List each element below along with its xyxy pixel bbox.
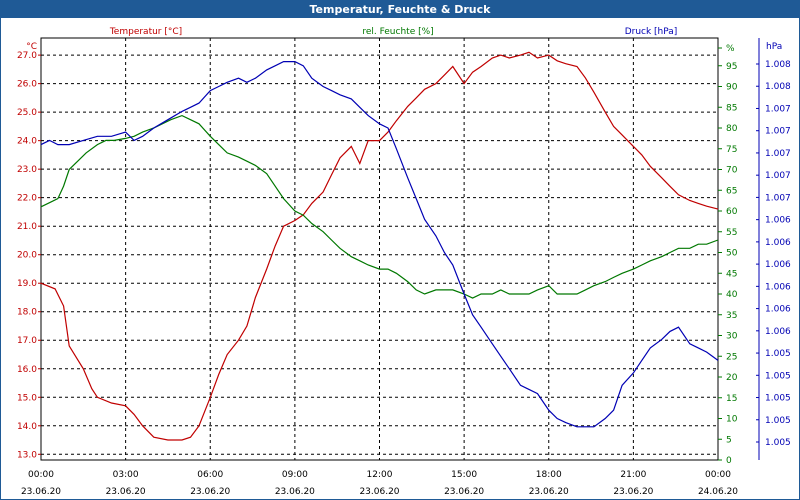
x-tick-label-time: 21:00 bbox=[620, 470, 646, 480]
window-title: Temperatur, Feuchte & Druck bbox=[1, 1, 799, 18]
humidity-axis-label: 80 bbox=[726, 124, 738, 134]
series-line-humidity bbox=[40, 114, 719, 299]
humidity-axis-label: 40 bbox=[726, 290, 738, 300]
pressure-axis-label: 1.005 bbox=[765, 371, 791, 381]
pressure-axis-label: 1.008 bbox=[765, 82, 791, 92]
humidity-axis-label: 25 bbox=[726, 352, 737, 362]
pressure-axis-label: 1.006 bbox=[765, 327, 791, 337]
x-tick-label-time: 18:00 bbox=[536, 470, 562, 480]
pressure-axis-label: 1.007 bbox=[765, 193, 791, 203]
x-tick-label-time: 03:00 bbox=[113, 470, 139, 480]
series-header-humidity: rel. Feuchte [%] bbox=[362, 27, 433, 37]
humidity-axis-label: 30 bbox=[726, 332, 738, 342]
pressure-axis-label: 1.007 bbox=[765, 127, 791, 137]
humidity-axis-label: 75 bbox=[726, 145, 737, 155]
humidity-axis-label: 15 bbox=[726, 394, 737, 404]
x-tick-label-date: 23.06.20 bbox=[21, 487, 61, 497]
humidity-axis-label: 45 bbox=[726, 269, 737, 279]
x-tick-label-date: 23.06.20 bbox=[613, 487, 653, 497]
left-axis-label: 26.0 bbox=[17, 80, 37, 90]
x-tick-label-date: 23.06.20 bbox=[106, 487, 146, 497]
x-tick-label-date: 23.06.20 bbox=[359, 487, 399, 497]
pressure-axis-label: 1.008 bbox=[765, 60, 791, 70]
left-axis-label: 24.0 bbox=[17, 137, 37, 147]
pressure-axis-label: 1.005 bbox=[765, 349, 791, 359]
x-tick-label-date: 23.06.20 bbox=[190, 487, 230, 497]
series-header-temperature: Temperatur [°C] bbox=[109, 27, 182, 37]
pressure-axis-label: 1.005 bbox=[765, 394, 791, 404]
humidity-axis-label: 85 bbox=[726, 103, 737, 113]
humidity-axis-label: 95 bbox=[726, 62, 737, 72]
left-axis-label: 18.0 bbox=[17, 308, 37, 318]
series-header-pressure: Druck [hPa] bbox=[625, 27, 678, 37]
x-tick-label-time: 15:00 bbox=[451, 470, 477, 480]
series-line-pressure bbox=[40, 60, 719, 428]
left-axis-label: 25.0 bbox=[17, 108, 37, 118]
x-tick-label-time: 12:00 bbox=[367, 470, 393, 480]
left-axis-label: 16.0 bbox=[17, 365, 37, 375]
left-axis-label: 13.0 bbox=[17, 450, 37, 460]
humidity-axis-label: % bbox=[726, 44, 735, 54]
left-axis-label: 14.0 bbox=[17, 422, 37, 432]
left-axis-label: 17.0 bbox=[17, 336, 37, 346]
pressure-axis-label: 1.006 bbox=[765, 238, 791, 248]
pressure-axis-label: 1.006 bbox=[765, 216, 791, 226]
humidity-axis-label: 20 bbox=[726, 373, 738, 383]
pressure-axis-unit: hPa bbox=[766, 42, 782, 52]
pressure-axis-label: 1.007 bbox=[765, 104, 791, 114]
humidity-axis-label: 90 bbox=[726, 83, 738, 93]
humidity-axis-label: 0 bbox=[726, 456, 732, 466]
x-tick-label-date: 23.06.20 bbox=[444, 487, 484, 497]
humidity-axis-label: 10 bbox=[726, 415, 738, 425]
humidity-axis-label: 35 bbox=[726, 311, 737, 321]
pressure-axis-label: 1.005 bbox=[765, 438, 791, 448]
humidity-axis-label: 55 bbox=[726, 228, 737, 238]
humidity-axis-label: 70 bbox=[726, 166, 738, 176]
x-tick-label-time: 06:00 bbox=[197, 470, 223, 480]
x-tick-label-time: 00:00 bbox=[28, 470, 54, 480]
left-axis-label: 21.0 bbox=[17, 222, 37, 232]
left-axis-unit: °C bbox=[26, 42, 37, 52]
x-tick-label-time: 00:00 bbox=[705, 470, 731, 480]
humidity-axis-label: 65 bbox=[726, 186, 737, 196]
humidity-axis-label: 60 bbox=[726, 207, 738, 217]
humidity-axis-label: 50 bbox=[726, 249, 738, 259]
pressure-axis-label: 1.006 bbox=[765, 282, 791, 292]
x-tick-label-date: 23.06.20 bbox=[275, 487, 315, 497]
pressure-axis-label: 1.006 bbox=[765, 305, 791, 315]
series-line-temperature bbox=[40, 51, 719, 441]
pressure-axis-label: 1.007 bbox=[765, 171, 791, 181]
left-axis-label: 20.0 bbox=[17, 251, 37, 261]
x-tick-label-date: 23.06.20 bbox=[529, 487, 569, 497]
left-axis-label: 15.0 bbox=[17, 393, 37, 403]
left-axis-label: 27.0 bbox=[17, 51, 37, 61]
pressure-axis-label: 1.007 bbox=[765, 149, 791, 159]
x-tick-label-time: 09:00 bbox=[282, 470, 308, 480]
pressure-axis-label: 1.005 bbox=[765, 416, 791, 426]
x-tick-label-date: 24.06.20 bbox=[698, 487, 738, 497]
left-axis-label: 19.0 bbox=[17, 279, 37, 289]
pressure-axis-label: 1.006 bbox=[765, 260, 791, 270]
left-axis-label: 23.0 bbox=[17, 165, 37, 175]
humidity-axis-label: 5 bbox=[726, 435, 732, 445]
left-axis-label: 22.0 bbox=[17, 194, 37, 204]
